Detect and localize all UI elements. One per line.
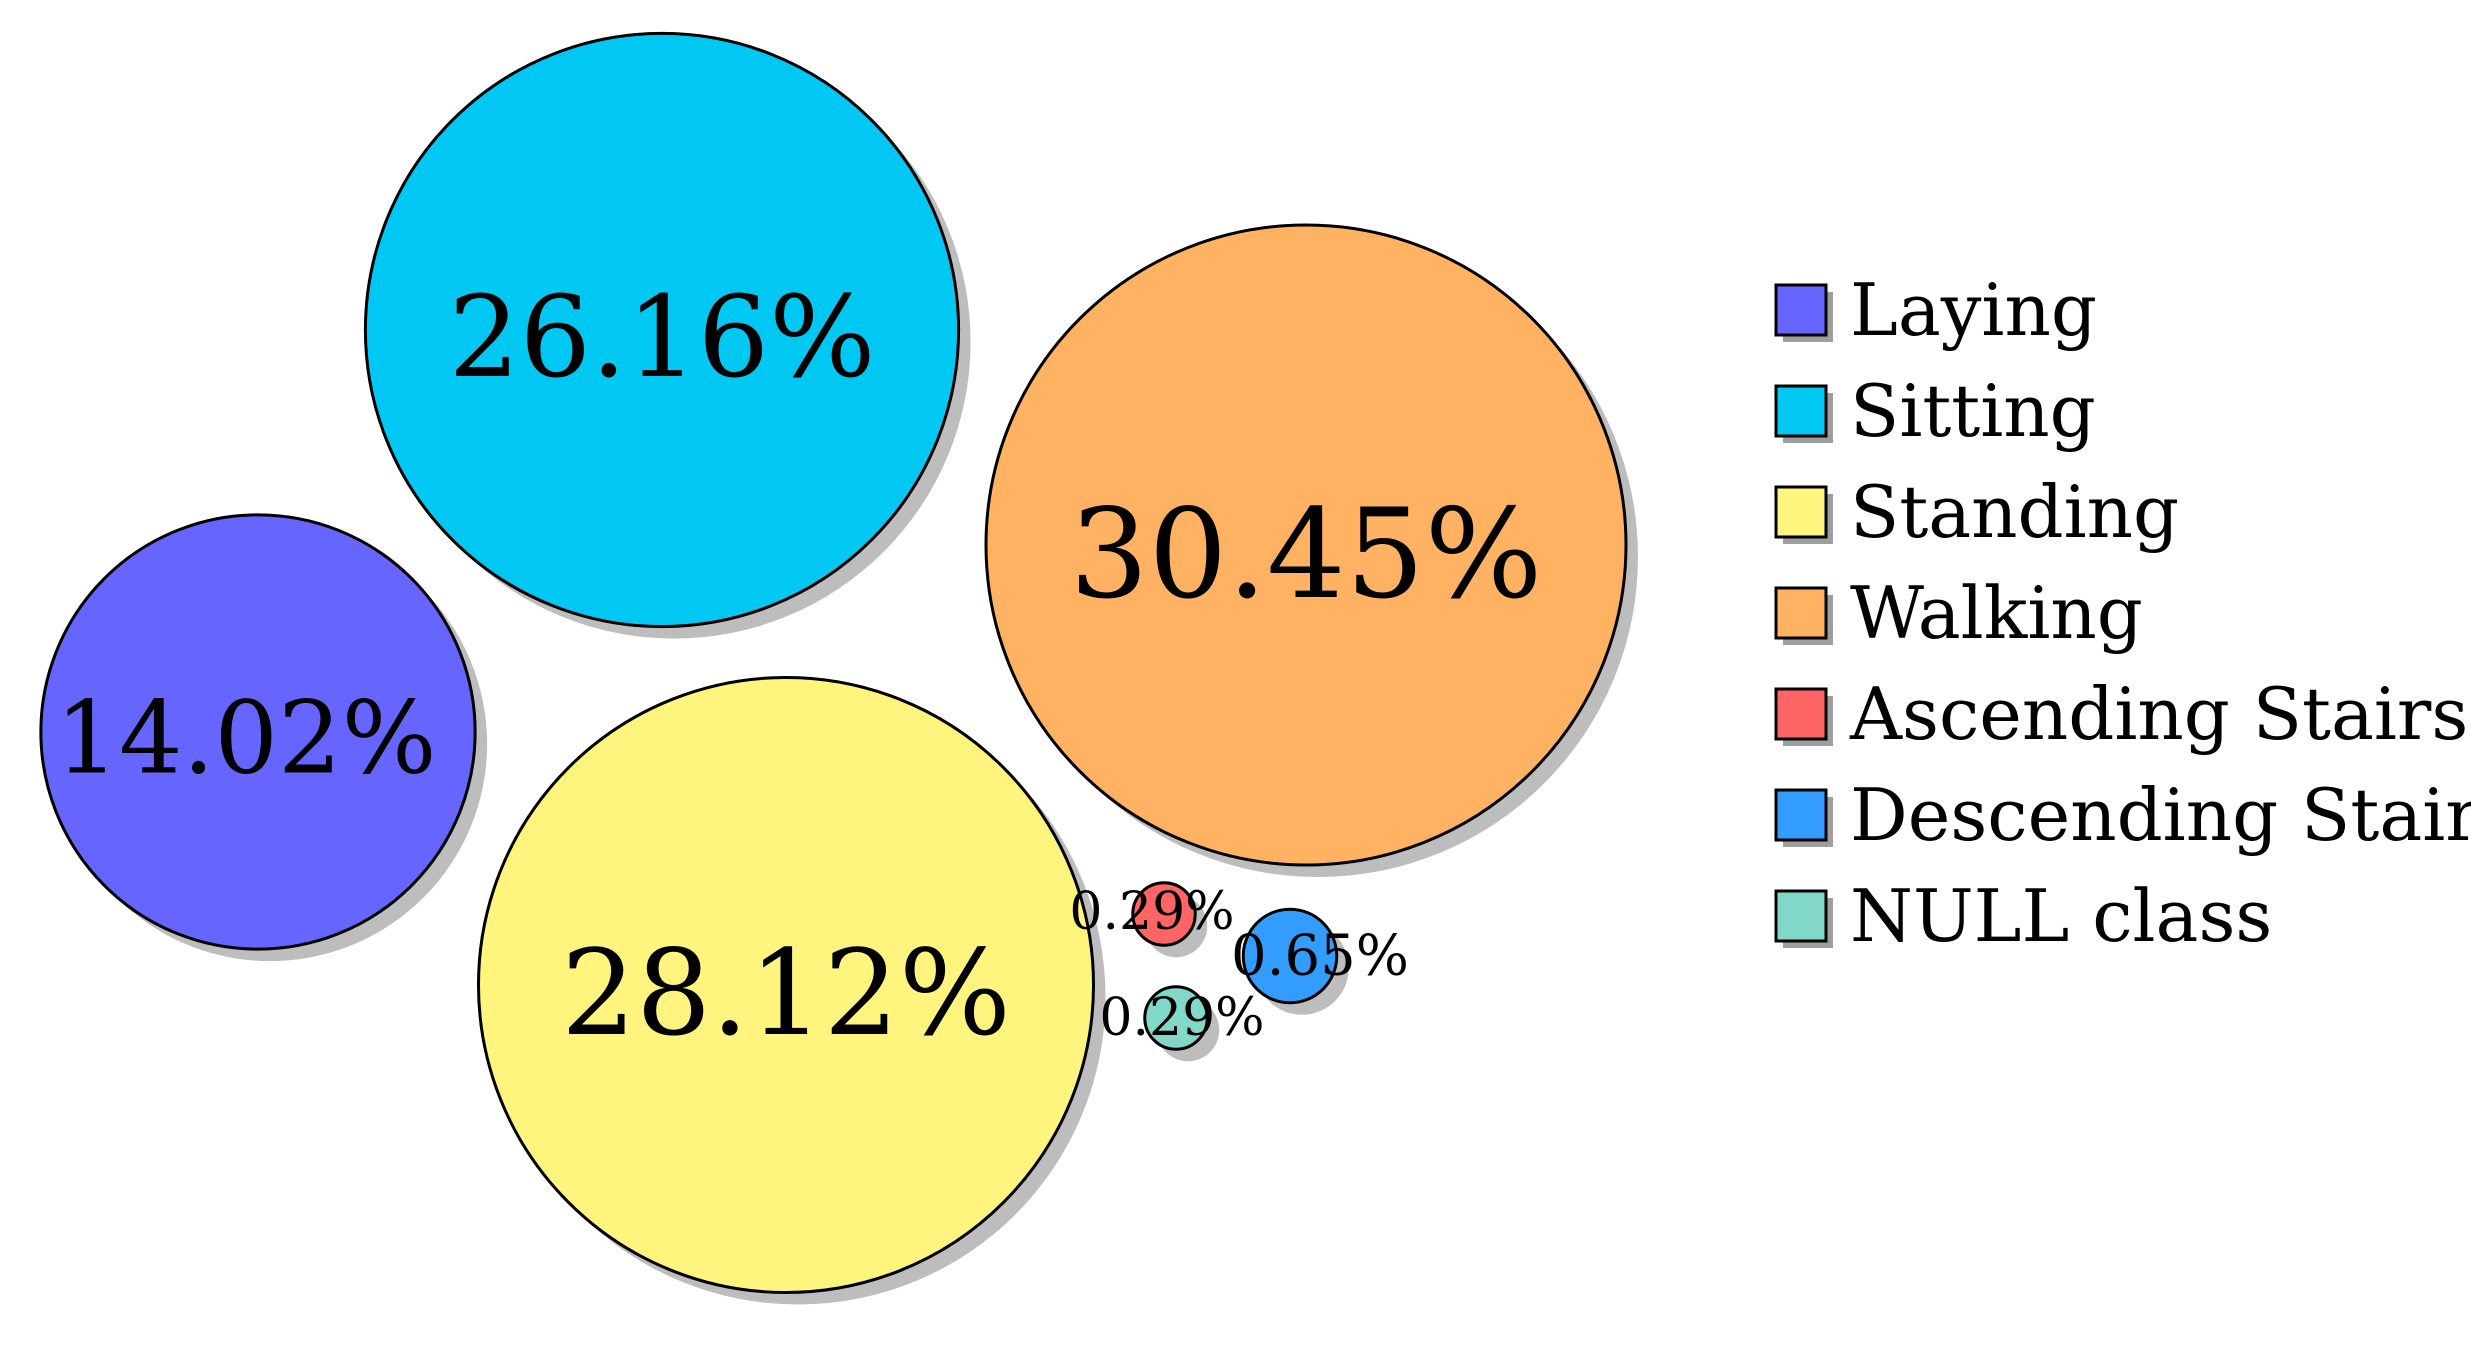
bubble-layer: 14.02% 26.16% 28.12% 30.45% 0.29%0.65%0.29%: [39, 31, 1638, 1305]
legend-swatch: [1774, 384, 1828, 438]
legend-label: Ascending Stairs: [1849, 672, 2468, 756]
legend: Laying Sitting Standing Walking Ascending St…: [1774, 268, 2471, 958]
bubble-walking: [984, 223, 1628, 867]
bubble-standing: [476, 675, 1096, 1295]
legend-label: Laying: [1850, 268, 2097, 352]
bubble-label-standing: 28.12%: [561, 924, 1011, 1062]
legend-swatch: [1774, 485, 1828, 539]
legend-swatch: [1774, 586, 1828, 640]
legend-label: NULL class: [1850, 874, 2272, 958]
bubbles: [39, 31, 1628, 1295]
legend-item-standing: Standing: [1774, 470, 2179, 554]
legend-swatch: [1774, 889, 1828, 943]
bubble-label-descending-stairs: 0.65%: [1231, 924, 1409, 989]
legend-swatch: [1774, 788, 1828, 842]
bubble-descending-stairs: [1241, 907, 1339, 1005]
legend-label: Walking: [1850, 571, 2143, 655]
legend-swatch: [1774, 687, 1828, 741]
legend-item-descending-stairs: Descending Stairs: [1774, 773, 2471, 857]
legend-item-sitting: Sitting: [1774, 369, 2096, 453]
bubble-label-null-class: 0.29%: [1099, 988, 1264, 1048]
bubble-labels: 14.02% 26.16% 28.12% 30.45% 0.29%0.65%0.29%: [55, 273, 1542, 1062]
bubble-label-sitting: 26.16%: [448, 273, 875, 403]
legend-swatch: [1774, 283, 1828, 337]
legend-label: Standing: [1850, 470, 2179, 554]
legend-label: Sitting: [1850, 369, 2096, 453]
legend-item-ascending-stairs: Ascending Stairs: [1774, 672, 2468, 756]
bubble-label-ascending-stairs: 0.29%: [1069, 882, 1234, 942]
legend-item-walking: Walking: [1774, 571, 2143, 655]
legend-item-laying: Laying: [1774, 268, 2097, 352]
legend-item-null-class: NULL class: [1774, 874, 2272, 958]
bubble-null-class: [1143, 985, 1209, 1051]
bubble-ascending-stairs: [1131, 881, 1197, 947]
bubble-label-laying: 14.02%: [55, 680, 436, 797]
bubble-sitting: [363, 31, 961, 629]
legend-label: Descending Stairs: [1850, 773, 2471, 857]
bubble-label-walking: 30.45%: [1070, 483, 1543, 627]
bubble-laying: [39, 513, 477, 951]
